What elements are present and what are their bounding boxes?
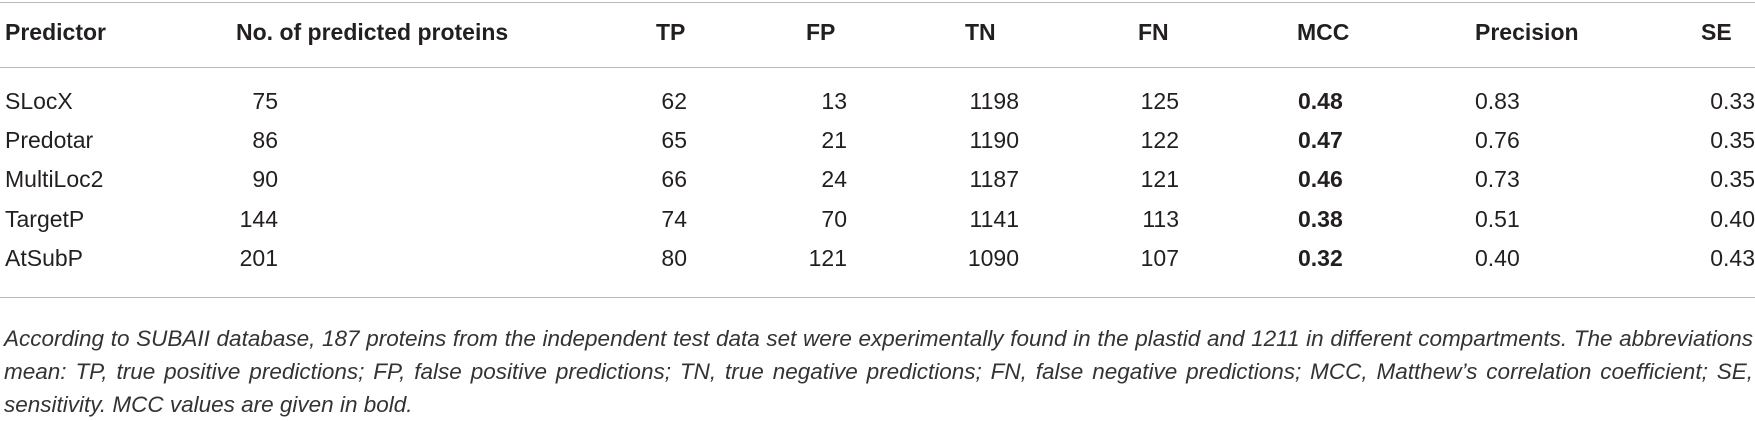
table-cell: 21: [821, 127, 847, 153]
table-cell: 62: [661, 88, 687, 114]
table-cell: 0.51: [1475, 206, 1520, 232]
bottom-rule: [0, 297, 1755, 298]
column-header: FP: [806, 19, 836, 45]
table-cell: 201: [239, 245, 278, 271]
table-cell: 66: [661, 166, 687, 192]
table-cell: 125: [1140, 88, 1179, 114]
table-cell: Predotar: [5, 127, 94, 153]
table-cell: 80: [661, 245, 687, 271]
table-cell: 122: [1140, 127, 1179, 153]
column-header: Predictor: [5, 19, 106, 45]
column-header: Precision: [1475, 19, 1579, 45]
column-header: SE: [1701, 19, 1732, 45]
table-cell: 0.46: [1298, 166, 1343, 192]
table-cell: 0.40: [1475, 245, 1520, 271]
table-cell: 0.73: [1475, 166, 1520, 192]
table-cell: 0.48: [1298, 88, 1343, 114]
table-cell: 0.33: [1710, 88, 1755, 114]
header-rule: [0, 67, 1755, 68]
table-cell: MultiLoc2: [5, 166, 104, 192]
table-cell: AtSubP: [5, 245, 83, 271]
table-cell: 0.83: [1475, 88, 1520, 114]
column-header: No. of predicted proteins: [236, 19, 509, 45]
table-cell: 1141: [969, 206, 1019, 232]
table-cell: 75: [252, 88, 278, 114]
table-cell: 90: [252, 166, 278, 192]
table-cell: 144: [239, 206, 278, 232]
table-cell: 121: [808, 245, 847, 271]
table-cell: 86: [252, 127, 278, 153]
column-header: TP: [656, 19, 686, 45]
table-cell: 0.43: [1710, 245, 1755, 271]
column-header: MCC: [1297, 19, 1350, 45]
table-cell: 113: [1142, 206, 1179, 232]
column-header: TN: [965, 19, 996, 45]
table-cell: 1090: [967, 245, 1019, 271]
table-cell: 24: [821, 166, 847, 192]
top-rule: [0, 2, 1755, 3]
table-cell: 0.76: [1475, 127, 1520, 153]
column-header: FN: [1138, 19, 1169, 45]
table-cell: 65: [661, 127, 687, 153]
table-cell: 1190: [969, 127, 1019, 153]
footnote: According to SUBAII database, 187 protei…: [4, 326, 1753, 417]
table-cell: 1187: [969, 166, 1019, 192]
table-cell: 13: [821, 88, 847, 114]
table-cell: 107: [1140, 245, 1179, 271]
table-cell: 70: [821, 206, 847, 232]
table-cell: 1198: [969, 88, 1019, 114]
table-cell: 0.32: [1298, 245, 1343, 271]
table-cell: 0.47: [1298, 127, 1343, 153]
table-cell: SLocX: [5, 88, 73, 114]
table-cell: 0.40: [1710, 206, 1755, 232]
table-cell: 0.38: [1298, 206, 1343, 232]
table-cell: 121: [1140, 166, 1179, 192]
table-cell: TargetP: [5, 206, 85, 232]
table-cell: 0.35: [1710, 127, 1755, 153]
table-cell: 74: [661, 206, 687, 232]
table-cell: 0.35: [1710, 166, 1755, 192]
